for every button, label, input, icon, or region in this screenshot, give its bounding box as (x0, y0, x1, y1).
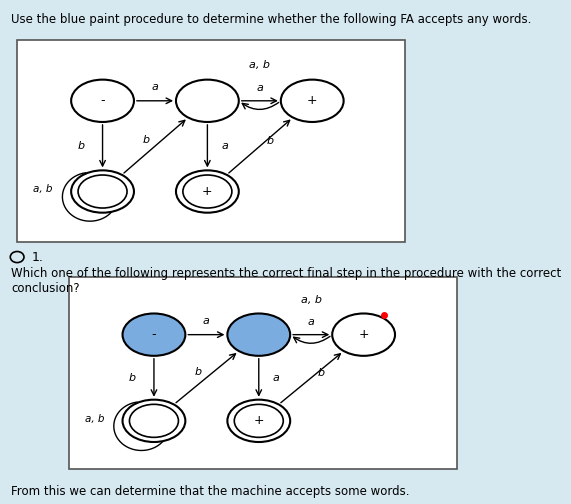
Ellipse shape (227, 400, 290, 442)
Text: a, b: a, b (250, 59, 270, 70)
Text: Use the blue paint procedure to determine whether the following FA accepts any w: Use the blue paint procedure to determin… (11, 13, 532, 26)
Text: a: a (221, 141, 228, 151)
Ellipse shape (123, 313, 186, 356)
Text: a: a (308, 317, 315, 327)
Text: a: a (203, 316, 210, 326)
Text: b: b (267, 136, 274, 146)
Ellipse shape (123, 400, 186, 442)
Text: From this we can determine that the machine accepts some words.: From this we can determine that the mach… (11, 485, 410, 498)
Text: +: + (202, 185, 212, 198)
Text: b: b (194, 367, 202, 376)
Text: a, b: a, b (33, 184, 53, 195)
Text: a: a (272, 373, 279, 383)
FancyBboxPatch shape (69, 277, 457, 469)
Text: a: a (256, 83, 263, 93)
Ellipse shape (176, 170, 239, 213)
Ellipse shape (71, 170, 134, 213)
Ellipse shape (176, 80, 239, 122)
Text: Which one of the following represents the correct final step in the procedure wi: Which one of the following represents th… (11, 267, 562, 295)
Text: 1.: 1. (31, 250, 43, 264)
Text: a, b: a, b (85, 414, 104, 424)
Text: b: b (318, 368, 325, 377)
Ellipse shape (71, 80, 134, 122)
Text: b: b (143, 135, 150, 145)
Text: +: + (359, 328, 369, 341)
Ellipse shape (332, 313, 395, 356)
Ellipse shape (281, 80, 344, 122)
Text: -: - (100, 94, 105, 107)
Ellipse shape (227, 313, 290, 356)
FancyBboxPatch shape (17, 40, 405, 242)
Text: b: b (77, 141, 85, 151)
Text: a, b: a, b (301, 295, 321, 305)
Text: +: + (254, 414, 264, 427)
Text: -: - (152, 328, 156, 341)
Ellipse shape (10, 251, 24, 263)
Text: +: + (307, 94, 317, 107)
Text: a: a (151, 82, 158, 92)
Text: b: b (128, 373, 136, 383)
